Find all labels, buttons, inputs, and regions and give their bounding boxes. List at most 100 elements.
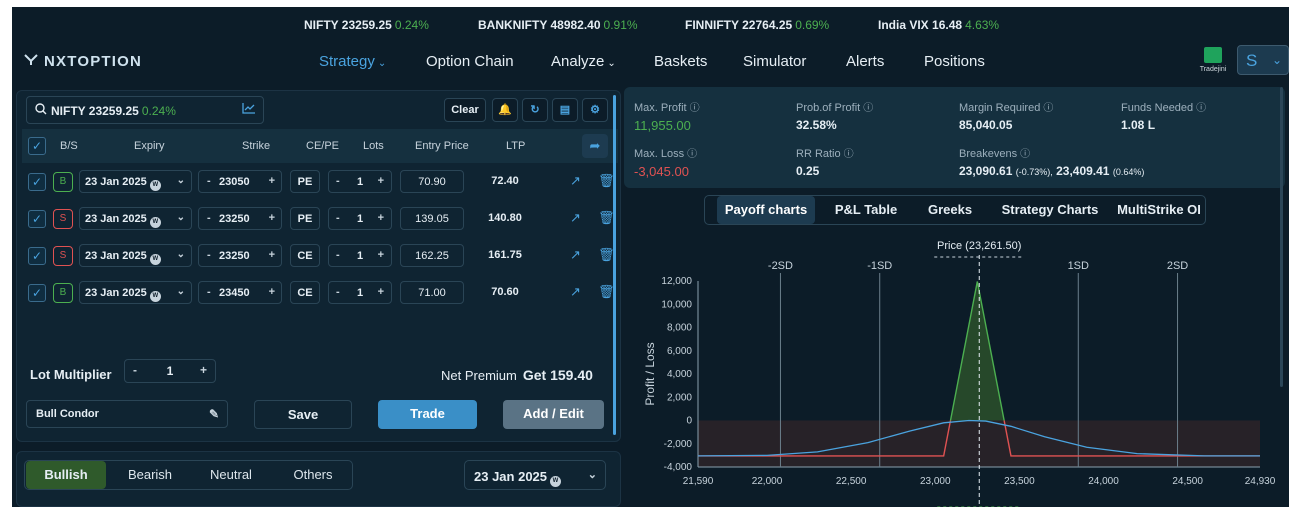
plus-icon[interactable]: + — [268, 249, 275, 261]
leg-chart-icon[interactable]: ↗ — [570, 173, 581, 188]
lot-multiplier-stepper[interactable]: - 1 + — [124, 359, 216, 383]
strike-stepper[interactable]: -23250 + — [198, 207, 282, 230]
delete-icon[interactable]: 🗑 — [598, 284, 615, 299]
leg-chart-icon[interactable]: ↗ — [570, 284, 581, 299]
entry-price-input[interactable]: 162.25 — [400, 244, 464, 267]
buy-sell-toggle[interactable]: S — [53, 209, 73, 229]
filter-neutral[interactable]: Neutral — [210, 467, 252, 482]
option-type[interactable]: PE — [290, 207, 320, 230]
info-icon[interactable]: ⓘ — [689, 103, 700, 114]
entry-price-input[interactable]: 71.00 — [400, 281, 464, 304]
info-icon[interactable]: ⓘ — [1196, 103, 1207, 114]
symbol-search[interactable]: NIFTY 23259.25 0.24% — [26, 96, 264, 124]
ticker-vix[interactable]: India VIX 16.48 4.63% — [878, 18, 999, 32]
ticker-finnifty[interactable]: FINNIFTY 22764.25 0.69% — [685, 18, 829, 32]
refresh-icon[interactable]: ↻ — [522, 98, 548, 122]
trend-chart-icon[interactable] — [242, 102, 256, 117]
nav-option-chain[interactable]: Option Chain — [426, 53, 514, 70]
delete-icon[interactable]: 🗑 — [598, 173, 615, 188]
leg-chart-icon[interactable]: ↗ — [570, 247, 581, 262]
nav-strategy[interactable]: Strategy ⌄ — [319, 53, 386, 70]
nav-baskets[interactable]: Baskets — [654, 53, 707, 70]
minus-icon[interactable]: - — [133, 363, 137, 377]
ticker-nifty[interactable]: NIFTY 23259.25 0.24% — [304, 18, 429, 32]
plus-icon[interactable]: + — [377, 249, 384, 261]
plus-icon[interactable]: + — [199, 363, 207, 377]
share-icon[interactable]: ➦ — [582, 134, 608, 158]
info-icon[interactable]: ⓘ — [863, 103, 874, 114]
entry-price-input[interactable]: 139.05 — [400, 207, 464, 230]
strike-stepper[interactable]: -23250 + — [198, 244, 282, 267]
alert-bell-icon[interactable]: 🔔 — [492, 98, 518, 122]
strike-stepper[interactable]: -23450 + — [198, 281, 282, 304]
leg-checkbox[interactable]: ✓ — [28, 247, 46, 265]
minus-icon[interactable]: - — [336, 175, 340, 187]
minus-icon[interactable]: - — [207, 212, 211, 224]
leg-checkbox[interactable]: ✓ — [28, 284, 46, 302]
ticker-banknifty[interactable]: BANKNIFTY 48982.40 0.91% — [478, 18, 638, 32]
leg-checkbox[interactable]: ✓ — [28, 173, 46, 191]
nav-analyze[interactable]: Analyze ⌄ — [551, 53, 616, 70]
filter-others[interactable]: Others — [293, 467, 333, 482]
lots-stepper[interactable]: - 1 + — [328, 281, 392, 304]
buy-sell-toggle[interactable]: B — [53, 283, 73, 303]
tab-pl-table[interactable]: P&L Table — [834, 202, 898, 217]
option-type[interactable]: PE — [290, 170, 320, 193]
lots-stepper[interactable]: - 1 + — [328, 244, 392, 267]
plus-icon[interactable]: + — [268, 175, 275, 187]
clear-button[interactable]: Clear — [444, 98, 486, 122]
leg-checkbox[interactable]: ✓ — [28, 210, 46, 228]
minus-icon[interactable]: - — [336, 249, 340, 261]
tab-multistrike-oi[interactable]: MultiStrike OI — [1117, 202, 1201, 217]
minus-icon[interactable]: - — [336, 212, 340, 224]
add-edit-button[interactable]: Add / Edit — [503, 400, 604, 429]
user-menu-button[interactable]: S ⌄ — [1237, 45, 1289, 75]
tab-payoff-charts[interactable]: Payoff charts — [717, 196, 815, 224]
minus-icon[interactable]: - — [207, 286, 211, 298]
tab-greeks[interactable]: Greeks — [927, 202, 973, 217]
info-icon[interactable]: ⓘ — [687, 149, 698, 160]
filter-bearish[interactable]: Bearish — [127, 467, 173, 482]
logo[interactable]: NXTOPTION — [24, 53, 142, 70]
info-icon[interactable]: ⓘ — [1020, 149, 1031, 160]
info-icon[interactable]: ⓘ — [843, 149, 854, 160]
broker-logo[interactable]: Tradejini — [1195, 47, 1231, 73]
minus-icon[interactable]: - — [336, 286, 340, 298]
expiry-select[interactable]: 23 Jan 2025 W ⌄ — [79, 170, 192, 193]
option-type[interactable]: CE — [290, 244, 320, 267]
trade-button[interactable]: Trade — [378, 400, 477, 429]
strategy-name-input[interactable]: Bull Condor ✎ — [26, 400, 228, 428]
nav-simulator[interactable]: Simulator — [743, 53, 806, 70]
right-scrollbar[interactable] — [1280, 87, 1283, 387]
buy-sell-toggle[interactable]: S — [53, 246, 73, 266]
edit-pencil-icon[interactable]: ✎ — [208, 407, 219, 421]
plus-icon[interactable]: + — [268, 212, 275, 224]
leg-chart-icon[interactable]: ↗ — [570, 210, 581, 225]
minus-icon[interactable]: - — [207, 249, 211, 261]
left-scrollbar[interactable] — [613, 95, 616, 435]
info-icon[interactable]: ⓘ — [1043, 103, 1054, 114]
save-button[interactable]: Save — [254, 400, 352, 429]
expiry-select[interactable]: 23 Jan 2025 W ⌄ — [79, 281, 192, 304]
buy-sell-toggle[interactable]: B — [53, 172, 73, 192]
expiry-filter-select[interactable]: 23 Jan 2025 W ⌄ — [464, 460, 606, 490]
tab-strategy-charts[interactable]: Strategy Charts — [1001, 202, 1099, 217]
lots-stepper[interactable]: - 1 + — [328, 170, 392, 193]
option-type[interactable]: CE — [290, 281, 320, 304]
nav-alerts[interactable]: Alerts — [846, 53, 884, 70]
strike-stepper[interactable]: -23050 + — [198, 170, 282, 193]
plus-icon[interactable]: + — [377, 175, 384, 187]
delete-icon[interactable]: 🗑 — [598, 210, 615, 225]
lots-stepper[interactable]: - 1 + — [328, 207, 392, 230]
nav-positions[interactable]: Positions — [924, 53, 985, 70]
plus-icon[interactable]: + — [377, 212, 384, 224]
delete-icon[interactable]: 🗑 — [598, 247, 615, 262]
gear-icon[interactable]: ⚙ — [582, 98, 608, 122]
select-all-checkbox[interactable]: ✓ — [28, 137, 46, 155]
plus-icon[interactable]: + — [268, 286, 275, 298]
entry-price-input[interactable]: 70.90 — [400, 170, 464, 193]
filter-bullish[interactable]: Bullish — [26, 461, 106, 489]
plus-icon[interactable]: + — [377, 286, 384, 298]
minus-icon[interactable]: - — [207, 175, 211, 187]
expiry-select[interactable]: 23 Jan 2025 W ⌄ — [79, 244, 192, 267]
